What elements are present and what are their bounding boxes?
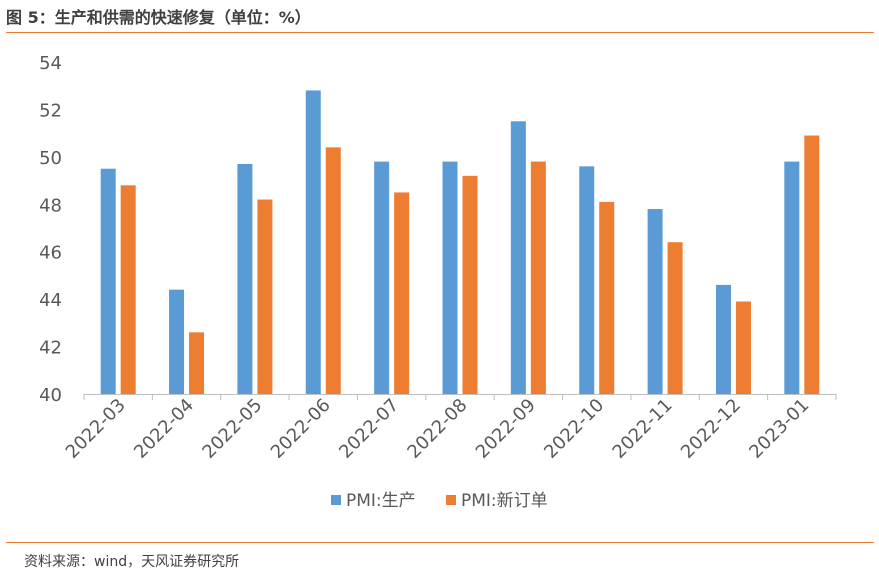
bar-production [510,121,526,395]
x-tick-label: 2022-04 [130,395,198,463]
x-tick-label: 2022-09 [472,395,540,463]
y-tick-label: 46 [39,243,62,264]
bar-new-orders [735,301,751,394]
x-tick-label: 2022-05 [198,395,266,463]
source-note: 资料来源：wind，天风证券研究所 [24,554,240,570]
bar-production [715,284,731,394]
x-tick-label: 2022-03 [62,395,130,463]
y-axis: 40 42 44 46 48 50 52 54 [39,53,62,406]
x-tick-label: 2022-08 [403,395,471,463]
legend-label: PMI:生产 [346,491,416,511]
y-tick-label: 48 [39,195,62,216]
x-tick-label: 2022-11 [609,395,677,463]
legend-swatch [331,495,341,505]
bar-production [647,209,663,394]
legend: PMI:生产 PMI:新订单 [331,491,548,511]
bar-production [579,166,595,394]
y-tick-label: 44 [39,290,62,311]
bar-production [305,90,321,394]
bar-production [169,289,185,394]
y-tick-label: 54 [39,53,62,74]
bar-new-orders [257,199,273,394]
bar-new-orders [462,175,478,394]
x-axis: 2022-03 2022-04 2022-05 2022-06 2022-07 2022-… [62,394,837,463]
bars [100,90,820,395]
legend-swatch [446,495,456,505]
x-tick-label: 2023-01 [745,395,813,463]
bar-production [374,161,390,394]
legend-label: PMI:新订单 [461,491,548,511]
bar-production [784,161,800,394]
top-divider [6,32,874,33]
bar-new-orders [120,185,136,394]
bar-new-orders [804,135,820,394]
bar-new-orders [325,147,341,394]
bar-new-orders [599,201,615,394]
x-tick-label: 2022-07 [335,395,403,463]
bar-new-orders [189,332,205,394]
bar-new-orders [667,242,683,394]
bar-new-orders [394,192,410,394]
bar-production [442,161,458,394]
x-tick-label: 2022-12 [677,395,745,463]
bar-production [100,168,116,394]
bar-production [237,163,253,394]
chart-title: 图 5：生产和供需的快速修复（单位：%） [6,8,311,27]
x-tick-label: 2022-10 [540,395,608,463]
bottom-divider [6,542,874,543]
x-tick-label: 2022-06 [267,395,335,463]
bar-new-orders [530,161,546,394]
y-tick-label: 52 [39,100,62,121]
y-tick-label: 40 [39,385,62,406]
y-tick-label: 50 [39,148,62,169]
y-tick-label: 42 [39,338,62,359]
